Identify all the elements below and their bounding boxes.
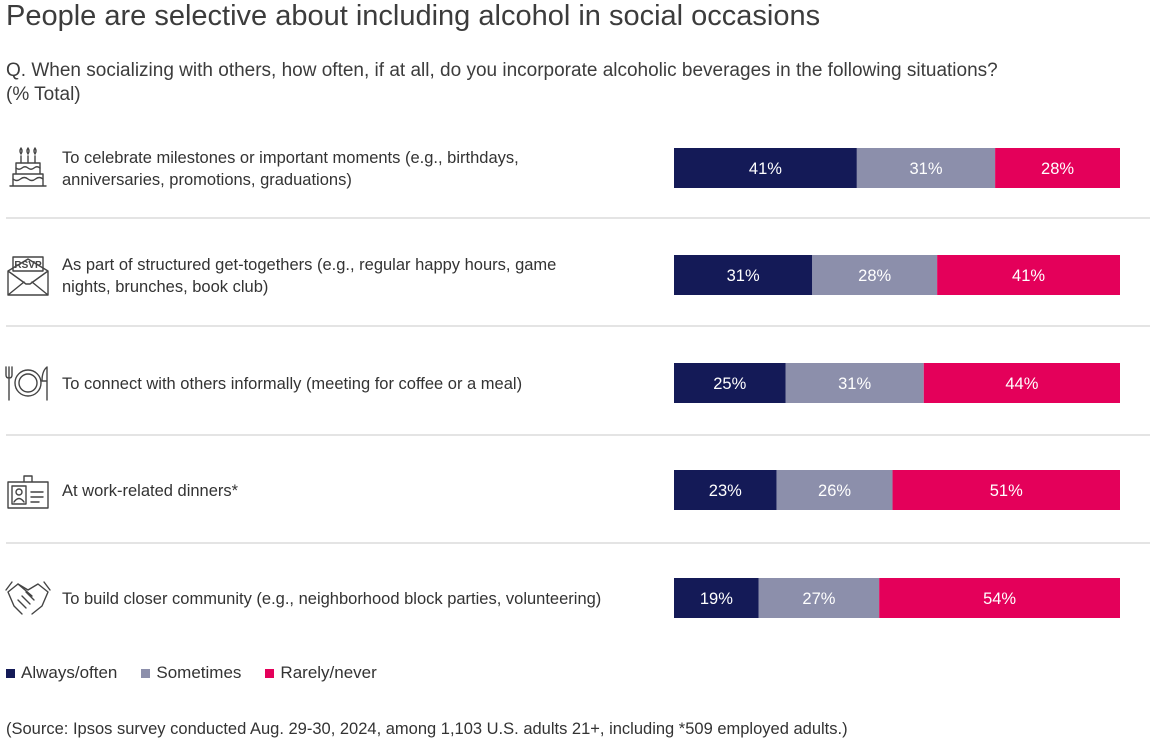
legend-swatch-always-often	[6, 668, 15, 678]
legend: Always/often Sometimes Rarely/never	[6, 663, 377, 683]
data-label-always-often-5: 19%	[700, 590, 733, 608]
bar-always-often-5	[674, 578, 759, 618]
bar-rarely-never-1	[995, 148, 1120, 188]
row-label-5: To build closer community (e.g., neighbo…	[62, 590, 601, 608]
legend-item-always-often: Always/often	[6, 663, 117, 683]
legend-item-sometimes: Sometimes	[141, 663, 241, 683]
data-label-sometimes-2: 28%	[858, 267, 891, 285]
data-label-rarely-never-1: 28%	[1041, 160, 1074, 178]
birthday-cake-icon	[9, 147, 47, 187]
legend-item-rarely-never: Rarely/never	[265, 663, 377, 683]
bar-sometimes-3	[785, 363, 924, 403]
bar-rarely-never-3	[923, 363, 1120, 403]
bar-rarely-never-5	[879, 578, 1120, 618]
data-label-always-often-2: 31%	[727, 267, 760, 285]
row-label-2: nights, brunches, book club)	[62, 278, 268, 296]
legend-label-rarely-never: Rarely/never	[280, 663, 377, 682]
bar-always-often-2	[674, 255, 813, 295]
survey-question: Q. When socializing with others, how oft…	[6, 60, 998, 105]
data-label-sometimes-4: 26%	[818, 482, 851, 500]
legend-swatch-sometimes	[141, 668, 151, 678]
row-label-1: To celebrate milestones or important mom…	[62, 149, 519, 167]
svg-text:RSVP: RSVP	[14, 260, 42, 271]
data-label-sometimes-1: 31%	[909, 160, 942, 178]
handshake-icon	[5, 581, 51, 615]
stacked-bar-chart: To celebrate milestones or important mom…	[5, 147, 1150, 618]
bar-always-often-3	[674, 363, 786, 403]
legend-label-always-often: Always/often	[21, 663, 118, 682]
data-label-sometimes-5: 27%	[802, 590, 835, 608]
data-label-rarely-never-4: 51%	[990, 482, 1023, 500]
bar-always-often-1	[674, 148, 857, 188]
row-label-4: At work-related dinners*	[62, 482, 239, 500]
row-label-1: anniversaries, promotions, graduations)	[62, 171, 352, 189]
data-label-rarely-never-3: 44%	[1005, 375, 1038, 393]
id-badge-icon	[7, 475, 49, 509]
bar-always-often-4	[674, 470, 777, 510]
source-note: (Source: Ipsos survey conducted Aug. 29-…	[6, 720, 848, 738]
bar-rarely-never-2	[937, 255, 1120, 295]
legend-label-sometimes: Sometimes	[156, 663, 242, 682]
data-label-rarely-never-2: 41%	[1012, 267, 1045, 285]
bar-sometimes-1	[856, 148, 996, 188]
bar-sometimes-2	[812, 255, 938, 295]
data-label-sometimes-3: 31%	[838, 375, 871, 393]
bar-sometimes-5	[758, 578, 880, 618]
chart-title: People are selective about including alc…	[6, 0, 821, 32]
data-label-always-often-4: 23%	[709, 482, 742, 500]
data-label-always-often-1: 41%	[749, 160, 782, 178]
bar-sometimes-4	[776, 470, 893, 510]
row-label-2: As part of structured get-togethers (e.g…	[62, 256, 556, 274]
data-label-always-often-3: 25%	[713, 375, 746, 393]
legend-swatch-rarely-never	[265, 668, 275, 678]
row-label-3: To connect with others informally (meeti…	[62, 375, 522, 393]
plate-cutlery-icon	[5, 366, 48, 401]
rsvp-envelope-icon: RSVP	[7, 256, 49, 296]
bar-rarely-never-4	[892, 470, 1120, 510]
data-label-rarely-never-5: 54%	[983, 590, 1016, 608]
